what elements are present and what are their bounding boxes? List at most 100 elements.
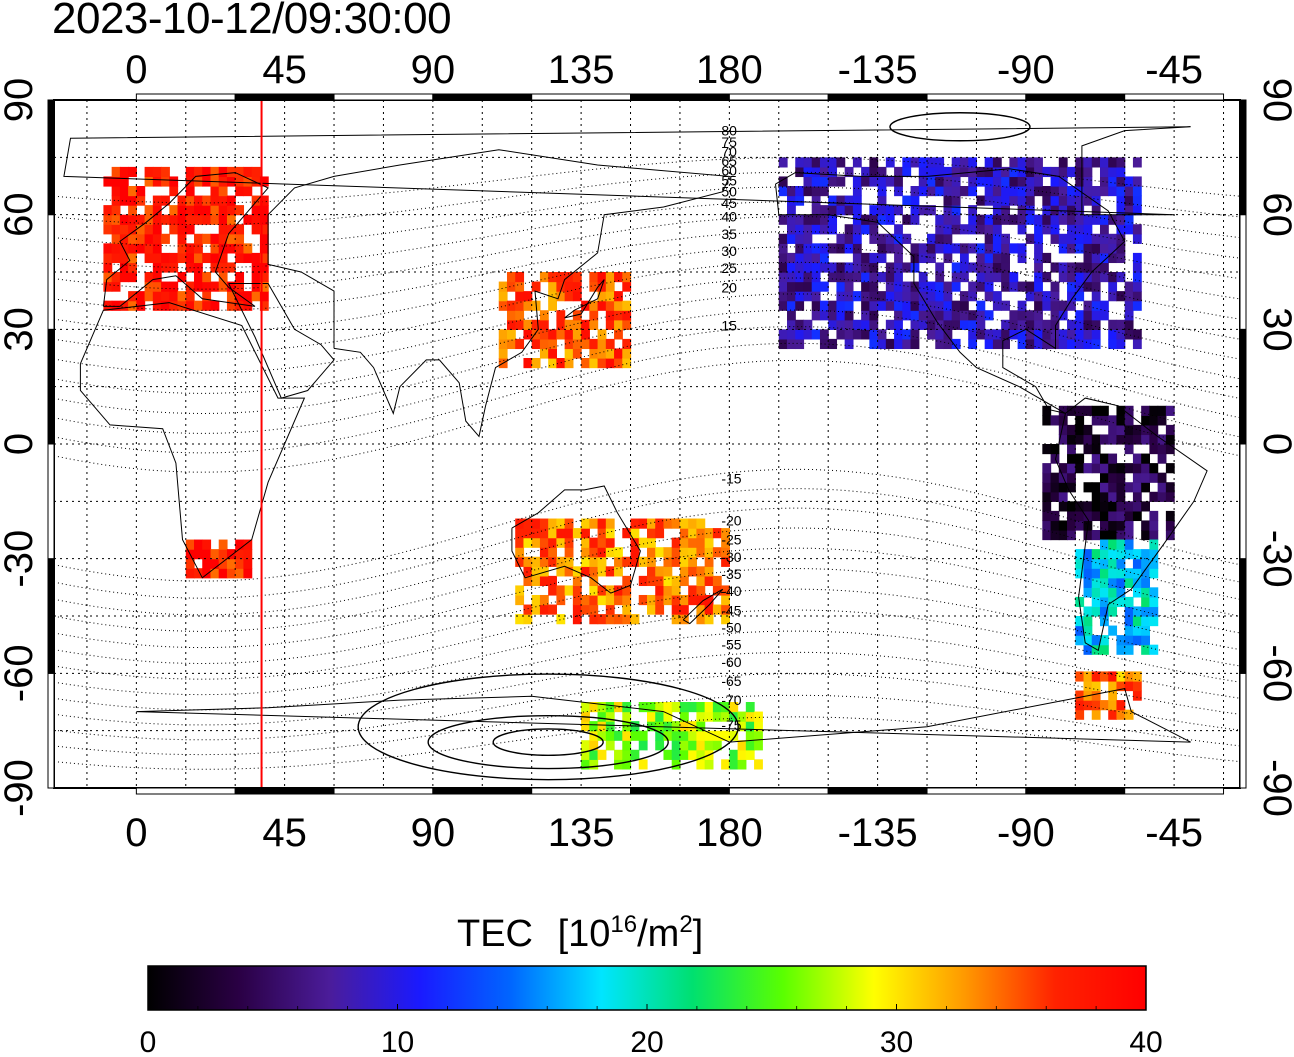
tec-cell: [251, 214, 261, 225]
tec-cell: [745, 730, 755, 741]
tec-cell: [589, 358, 599, 369]
tec-cell: [1001, 176, 1010, 187]
tec-cell: [795, 252, 805, 264]
tec-cell: [523, 329, 533, 340]
tec-cell: [515, 272, 525, 283]
tec-cell: [119, 272, 129, 283]
tec-cell: [1124, 205, 1134, 216]
tec-cell: [984, 195, 994, 206]
tec-cell: [992, 300, 1002, 311]
lon-tick-label-bottom: 135: [548, 811, 615, 855]
tec-cell: [910, 291, 920, 302]
tec-cell: [226, 205, 236, 216]
tec-cell: [572, 585, 582, 596]
tec-cell: [523, 291, 533, 302]
maglat-contour: [54, 326, 1240, 434]
tec-cell: [622, 594, 632, 606]
tec-cell: [679, 740, 689, 751]
lon-tick-label-top: -90: [997, 48, 1055, 92]
tec-cell: [161, 166, 170, 178]
tec-cell: [581, 740, 590, 751]
tec-cell: [992, 186, 1002, 197]
tec-cell: [572, 575, 582, 587]
maglat-contour: [54, 261, 1240, 353]
tec-cell: [976, 166, 986, 178]
tec-cell: [902, 338, 912, 350]
tec-cell: [778, 338, 788, 350]
tec-cell: [992, 166, 1002, 178]
tec-cell: [194, 281, 203, 292]
tec-cell: [828, 300, 838, 311]
tec-cell: [819, 252, 829, 264]
tec-cell: [1132, 434, 1142, 445]
tec-cell: [647, 604, 656, 615]
tec-cell: [704, 537, 714, 548]
tec-cell: [1091, 444, 1101, 455]
tec-cell: [169, 205, 179, 216]
tec-cell: [597, 518, 607, 529]
tec-cell: [1067, 262, 1076, 273]
tec-cell: [1141, 463, 1151, 474]
tec-cell: [1165, 424, 1175, 436]
tec-cell: [194, 272, 203, 283]
tec-cell: [803, 224, 813, 235]
maglat-label: -30: [721, 549, 741, 565]
tec-cell: [152, 214, 162, 225]
tec-cell: [679, 547, 689, 558]
tec-cell: [1132, 176, 1142, 187]
tec-cell: [836, 233, 846, 244]
tec-cell: [589, 556, 599, 567]
tec-cell: [572, 348, 582, 359]
tec-cell: [1083, 680, 1093, 692]
tec-cell: [1025, 291, 1035, 302]
tec-cell: [638, 575, 648, 587]
tec-cell: [992, 329, 1002, 340]
tec-cell: [1075, 616, 1085, 627]
tec-cell: [136, 214, 146, 225]
maglat-contour: [54, 609, 1240, 696]
tec-cell: [548, 556, 558, 567]
tec-cell: [259, 300, 269, 311]
tec-cell: [688, 585, 698, 596]
tec-cell: [589, 575, 599, 587]
tec-cell: [556, 614, 566, 625]
tec-cell: [581, 358, 590, 369]
tec-cell: [935, 262, 945, 273]
tec-cell: [605, 711, 615, 722]
tec-cell: [177, 300, 187, 311]
tec-cell: [663, 518, 673, 529]
lat-tick-label-right: -60: [1255, 644, 1294, 702]
tec-cell: [194, 205, 203, 216]
tec-region: [778, 157, 1142, 350]
tec-cell: [210, 195, 220, 206]
maglat-contour: [54, 507, 1240, 616]
tec-cell: [655, 528, 665, 539]
tec-cell: [1083, 625, 1093, 636]
tec-cell: [548, 575, 558, 587]
tec-cell: [745, 702, 755, 713]
tec-cell: [564, 338, 574, 350]
tec-cell: [1050, 491, 1060, 502]
tec-cell: [976, 281, 986, 292]
tec-cell: [1050, 482, 1060, 493]
tec-cell: [696, 740, 706, 751]
tec-cell: [968, 262, 978, 273]
tec-cell: [836, 272, 846, 283]
tec-cell: [1108, 587, 1118, 598]
tec-cell: [614, 329, 623, 340]
tec-cell: [787, 262, 796, 273]
tec-cell: [1116, 680, 1126, 692]
tec-cell: [210, 568, 220, 579]
tec-cell: [968, 157, 978, 168]
tec-cell: [1099, 252, 1109, 264]
tec-cell: [1124, 510, 1134, 522]
tec-cell: [539, 528, 549, 539]
tec-cell: [902, 310, 912, 321]
tec-cell: [828, 157, 838, 168]
tec-cell: [894, 272, 903, 283]
tec-cell: [1058, 415, 1068, 426]
tec-cell: [935, 291, 945, 302]
tec-cell: [161, 214, 170, 225]
tec-region: [1075, 671, 1142, 720]
tec-cell: [1083, 310, 1093, 321]
